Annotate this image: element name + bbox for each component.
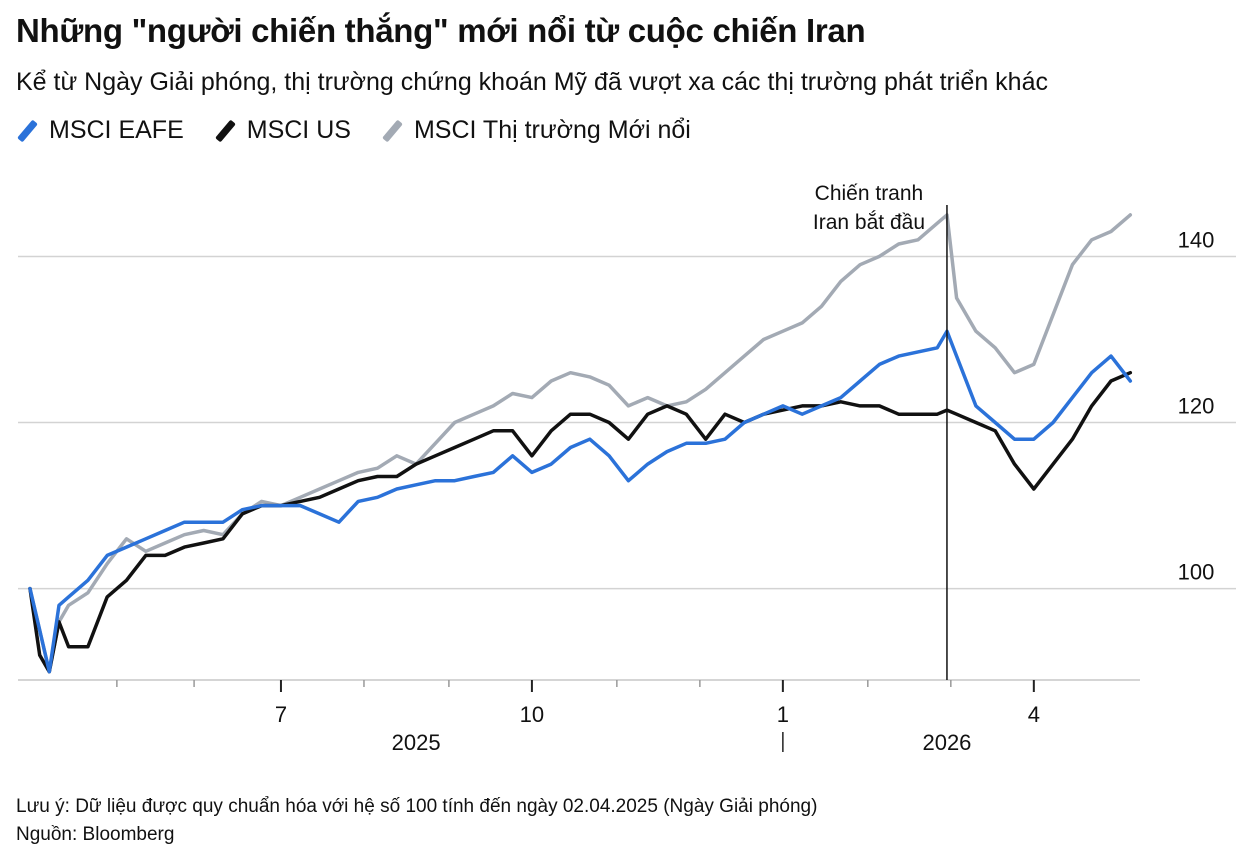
series-line-2 (28, 329, 1133, 674)
annotation-label-line2: Iran bắt đầu (813, 211, 925, 234)
line-chart: 100 120 140 7 10 1 4 2025 2026 Chiến tranh Iran bắ… (18, 182, 1236, 755)
chart-subtitle: Kể từ Ngày Giải phóng, thị trường chứng … (16, 68, 1048, 96)
chart-title: Những "người chiến thắng" mới nổi từ cuộ… (16, 12, 866, 49)
y-tick-label-120: 120 (1178, 394, 1215, 419)
legend-item-eafe: MSCI EAFE (16, 116, 184, 145)
x-tick-label-4: 4 (1028, 702, 1040, 727)
annotation-label-line1: Chiến tranh (815, 182, 924, 205)
legend-label-eafe: MSCI EAFE (49, 116, 184, 144)
x-tick-label-1: 1 (777, 702, 789, 727)
x-tick-label-10: 10 (520, 702, 544, 727)
y-tick-label-140: 140 (1178, 227, 1215, 252)
year-label-2025: 2025 (392, 730, 441, 755)
x-tick-label-7: 7 (275, 702, 287, 727)
legend-item-us: MSCI US (214, 116, 351, 145)
footer-source: Nguồn: Bloomberg (16, 824, 175, 845)
legend: MSCI EAFE MSCI US MSCI Thị trường Mới nổ… (16, 116, 721, 145)
y-tick-label-100: 100 (1178, 560, 1215, 585)
footer-note: Lưu ý: Dữ liệu được quy chuẩn hóa với hệ… (16, 796, 818, 817)
legend-item-em: MSCI Thị trường Mới nổi (381, 116, 691, 145)
legend-label-us: MSCI US (246, 116, 351, 144)
legend-swatch-em (382, 119, 403, 142)
legend-swatch-eafe (17, 119, 38, 142)
legend-label-em: MSCI Thị trường Mới nổi (413, 116, 691, 144)
legend-swatch-us (214, 119, 236, 142)
year-label-2026: 2026 (922, 730, 971, 755)
